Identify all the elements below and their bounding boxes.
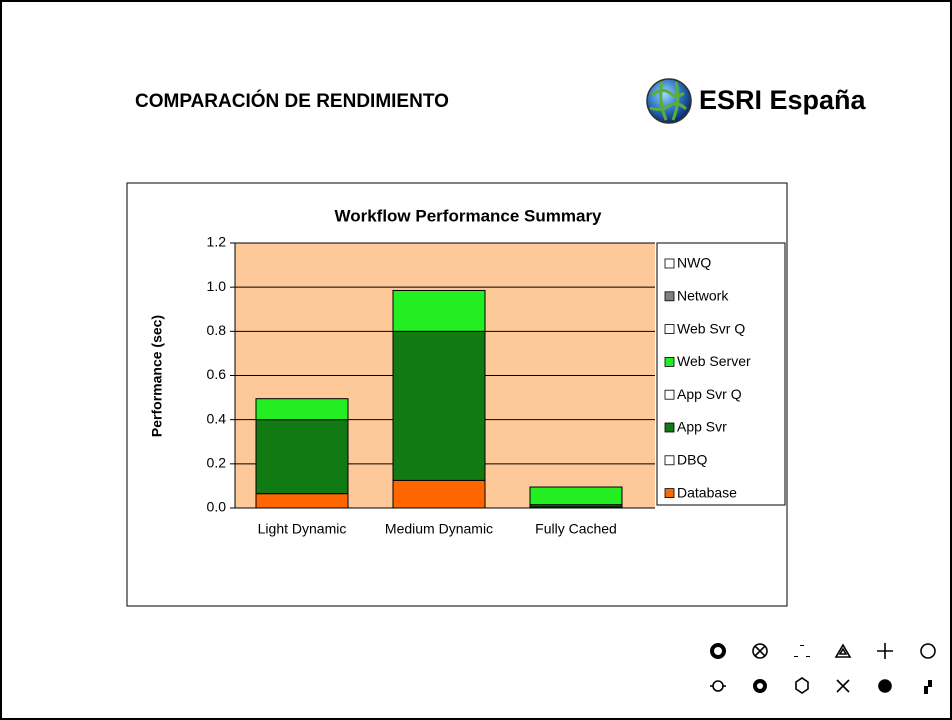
legend-label: DBQ xyxy=(677,452,707,468)
legend-label: NWQ xyxy=(677,255,711,271)
y-tick-label: 0.4 xyxy=(207,410,227,426)
symbol xyxy=(920,643,936,659)
x-tick-label: Medium Dynamic xyxy=(385,521,493,537)
bar-segment xyxy=(392,479,486,509)
symbol xyxy=(878,679,892,693)
legend-label: App Svr xyxy=(677,419,727,435)
y-tick-label: 0.0 xyxy=(207,499,227,515)
logo-land xyxy=(649,81,688,121)
x-tick-label: Light Dynamic xyxy=(258,521,347,537)
y-axis-label: Performance (sec) xyxy=(149,315,165,437)
bar-segment xyxy=(392,289,486,332)
symbol xyxy=(712,680,724,692)
slide-title: COMPARACIÓN DE RENDIMIENTO xyxy=(135,90,449,112)
y-tick-label: 1.2 xyxy=(207,234,227,250)
y-tick-label: 0.8 xyxy=(207,322,227,338)
symbol xyxy=(924,680,932,694)
legend-label: Web Svr Q xyxy=(677,320,745,336)
symbol xyxy=(794,645,810,657)
legend-label: App Svr Q xyxy=(677,386,742,402)
legend-swatch xyxy=(664,455,675,466)
bar-segment xyxy=(255,398,349,421)
y-tick-label: 0.6 xyxy=(207,366,227,382)
bar-segment xyxy=(255,419,349,495)
legend-swatch xyxy=(664,422,675,433)
symbol xyxy=(877,643,893,659)
legend-swatch xyxy=(664,258,675,269)
symbol xyxy=(753,679,767,693)
legend-swatch xyxy=(664,291,675,302)
legend-label: Web Server xyxy=(677,353,751,369)
symbol xyxy=(795,677,809,694)
logo-globe xyxy=(646,78,692,124)
bar-segment xyxy=(392,330,486,481)
logo: ESRI España xyxy=(646,78,867,124)
symbol xyxy=(836,679,850,693)
x-tick-label: Fully Cached xyxy=(535,521,617,537)
bar-segment xyxy=(255,493,349,509)
legend-swatch xyxy=(664,389,675,400)
legend-box xyxy=(656,242,786,506)
symbol xyxy=(752,643,768,659)
legend-swatch xyxy=(664,324,675,335)
symbol xyxy=(834,643,852,658)
legend-label: Database xyxy=(677,484,737,500)
symbol xyxy=(754,645,766,657)
symbol xyxy=(710,643,726,659)
decor-symbols xyxy=(710,643,936,694)
y-tick-label: 1.0 xyxy=(207,278,227,294)
y-tick-label: 0.2 xyxy=(207,455,227,471)
legend-label: Network xyxy=(677,288,729,304)
chart-title: Workflow Performance Summary xyxy=(334,206,602,225)
legend-swatch xyxy=(664,356,675,367)
legend-swatch xyxy=(664,488,675,499)
bar-segment xyxy=(529,486,623,506)
plot: 0.0 0.2 0.4 0.6 0.8 1.0 1.2 Light Dynamic Medium… xyxy=(207,234,786,537)
logo-text: ESRI España xyxy=(699,85,867,115)
